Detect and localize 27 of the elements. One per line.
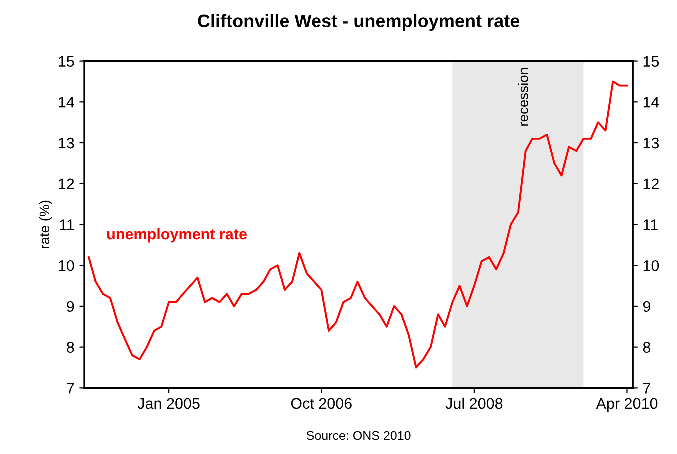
- x-tick-label: Apr 2010: [596, 398, 658, 412]
- y-tick-label: 15: [59, 56, 74, 67]
- y-tick-label: 10: [59, 260, 74, 272]
- band-label: recession: [518, 68, 528, 126]
- y-tick-label: 8: [67, 342, 74, 353]
- chart-title: Cliftonville West - unemployment rate: [198, 14, 520, 32]
- y2-tick-label: 12: [644, 178, 659, 190]
- source-note: Source: ONS 2010: [306, 431, 411, 440]
- y-tick-label: 14: [59, 97, 74, 108]
- x-tick-label: Jan 2005: [138, 398, 200, 410]
- x-tick-label: Jul 2008: [446, 398, 503, 410]
- y2-tick-label: 15: [644, 56, 660, 67]
- y-tick-label: 13: [59, 138, 74, 149]
- y-tick-label: 11: [60, 220, 74, 230]
- y-axis-title: rate (%): [39, 200, 52, 248]
- y2-tick-label: 13: [644, 138, 660, 149]
- x-tick-label: Oct 2006: [291, 398, 352, 410]
- y-tick-label: 9: [67, 301, 74, 312]
- y-tick-label: 12: [59, 178, 74, 190]
- y-tick-label: 7: [67, 383, 74, 394]
- y2-tick-label: 8: [643, 342, 651, 353]
- y2-tick-label: 9: [643, 301, 650, 312]
- y2-tick-label: 7: [644, 383, 650, 394]
- y2-tick-label: 11: [644, 220, 658, 230]
- series-label: unemployment rate: [108, 228, 247, 243]
- y2-tick-label: 10: [644, 260, 660, 272]
- y2-tick-label: 14: [644, 97, 660, 108]
